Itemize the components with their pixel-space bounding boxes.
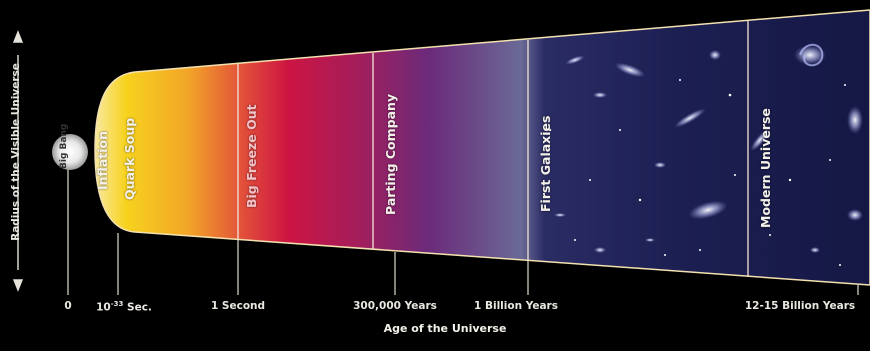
era-label-big-freeze-out: Big Freeze Out	[244, 104, 259, 208]
tick-sec-base: 10	[96, 301, 111, 314]
era-label-quark-soup: Quark Soup	[122, 117, 137, 200]
big-bang-label: Big Bang	[59, 123, 69, 169]
tick-label-zero: 0	[64, 300, 72, 312]
universe-cone	[94, 9, 870, 286]
tick-label-1-billion-years: 1 Billion Years	[474, 300, 558, 312]
tick-label-300k-years: 300,000 Years	[353, 300, 437, 312]
x-axis-title: Age of the Universe	[383, 322, 507, 335]
y-axis-arrow	[12, 30, 24, 292]
era-label-first-galaxies: First Galaxies	[538, 115, 553, 212]
era-label-inflation: Inflation	[95, 131, 110, 190]
tick-lines	[67, 168, 859, 295]
tick-label-sec: 10-33 Sec.	[96, 300, 152, 314]
galaxy-field	[548, 43, 863, 266]
tick-sec-exponent: -33	[110, 300, 124, 308]
big-bang-sphere	[52, 134, 88, 170]
era-label-modern-universe: Modern Universe	[758, 108, 773, 228]
tick-label-12-15-billion-years: 12-15 Billion Years	[744, 300, 856, 312]
tick-label-1-second: 1 Second	[210, 300, 266, 312]
y-axis-title: Radius of the Visible Universe	[10, 63, 22, 241]
tick-sec-unit: Sec.	[123, 301, 152, 314]
era-label-parting-company: Parting Company	[383, 93, 398, 215]
era-dividers	[237, 21, 749, 277]
